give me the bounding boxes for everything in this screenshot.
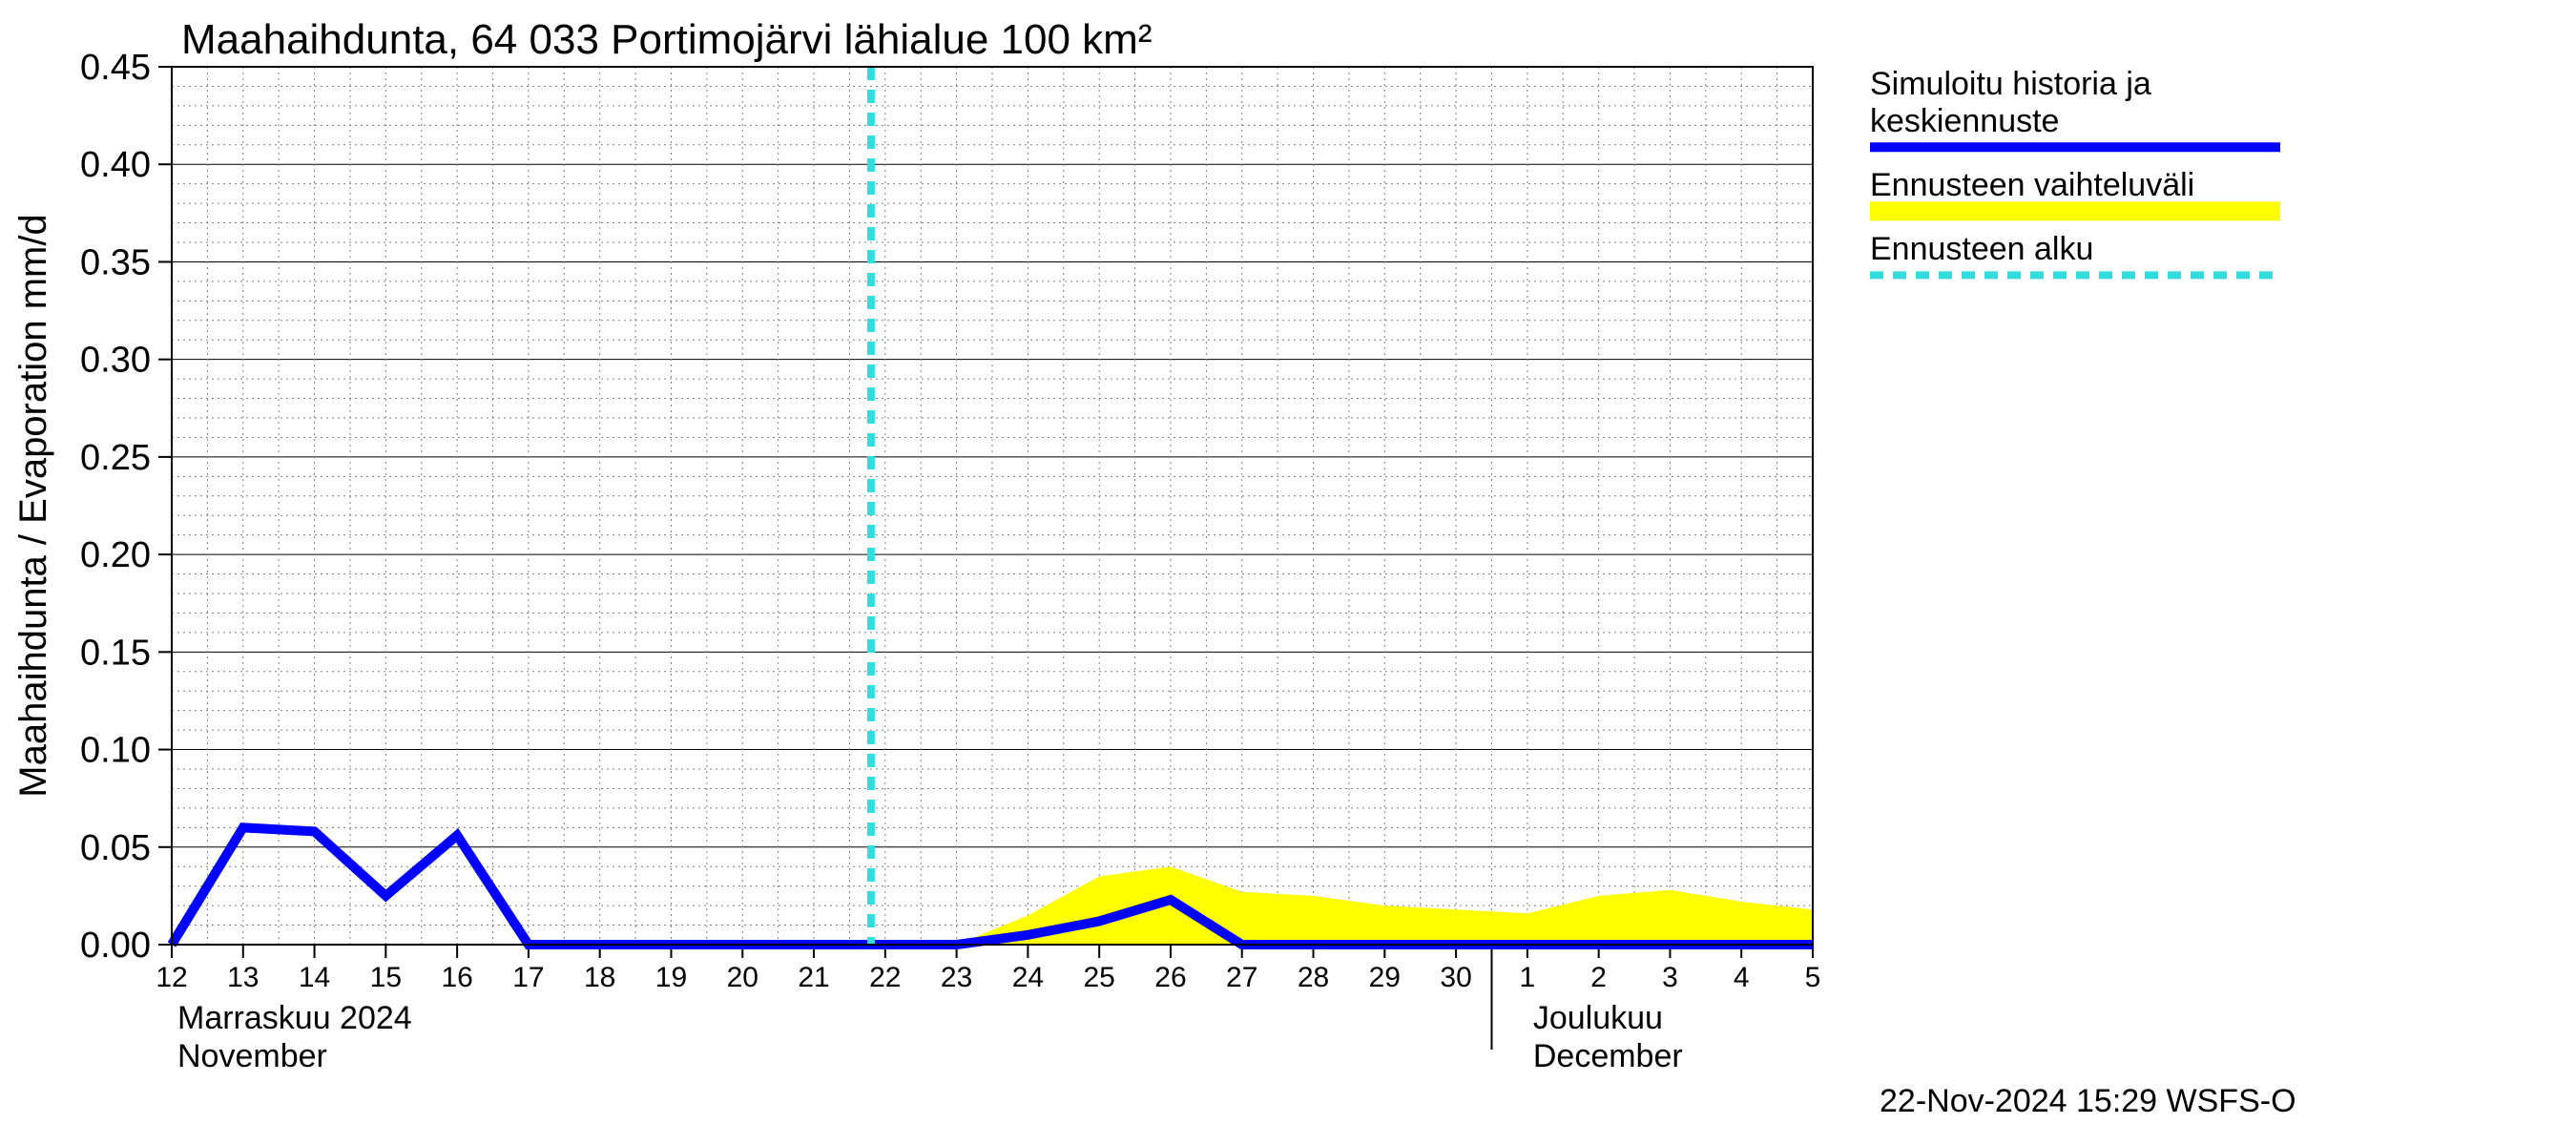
x-tick-label: 2 xyxy=(1590,962,1607,993)
y-tick-label: 0.45 xyxy=(80,48,151,88)
chart-svg: 0.00 0.05 0.10 0.15 0.20 0.25 0.30 0.35 0.40 0.45… xyxy=(0,0,2576,1145)
month-label-fi: Joulukuu xyxy=(1533,1000,1663,1036)
y-tick-label: 0.30 xyxy=(80,341,151,381)
x-tick-label: 4 xyxy=(1734,962,1750,993)
evaporation-chart: 0.00 0.05 0.10 0.15 0.20 0.25 0.30 0.35 0.40 0.45… xyxy=(0,0,2576,1145)
x-tick-label: 25 xyxy=(1083,962,1114,993)
x-tick-label: 16 xyxy=(441,962,472,993)
legend-label: keskiennuste xyxy=(1870,103,2059,139)
y-tick-label: 0.20 xyxy=(80,535,151,575)
y-tick-label: 0.10 xyxy=(80,731,151,771)
x-tick-label: 28 xyxy=(1298,962,1329,993)
legend-label: Ennusteen alku xyxy=(1870,231,2093,267)
chart-title: Maahaihdunta, 64 033 Portimojärvi lähial… xyxy=(181,16,1152,63)
x-tick-label: 23 xyxy=(941,962,972,993)
x-tick-label: 18 xyxy=(584,962,615,993)
y-tick-label: 0.35 xyxy=(80,242,151,282)
x-tick-label: 26 xyxy=(1154,962,1186,993)
month-label-en: December xyxy=(1533,1038,1683,1074)
y-tick-label: 0.25 xyxy=(80,438,151,478)
x-tick-label: 3 xyxy=(1662,962,1678,993)
x-tick-label: 29 xyxy=(1369,962,1401,993)
x-tick-label: 1 xyxy=(1520,962,1536,993)
x-tick-label: 24 xyxy=(1012,962,1044,993)
x-tick-label: 15 xyxy=(370,962,402,993)
x-tick-label: 14 xyxy=(299,962,330,993)
y-tick-label: 0.00 xyxy=(80,926,151,966)
x-tick-label: 27 xyxy=(1226,962,1257,993)
month-label-en: November xyxy=(177,1038,327,1074)
x-tick-label: 5 xyxy=(1805,962,1821,993)
y-axis-label: Maahaihdunta / Evaporation mm/d xyxy=(12,214,54,797)
x-tick-label: 22 xyxy=(869,962,901,993)
x-tick-label: 21 xyxy=(798,962,829,993)
month-label-fi: Marraskuu 2024 xyxy=(177,1000,412,1036)
legend-swatch xyxy=(1870,201,2280,220)
y-tick-label: 0.15 xyxy=(80,633,151,673)
y-tick-label: 0.40 xyxy=(80,145,151,185)
legend-label: Ennusteen vaihteluväli xyxy=(1870,167,2194,203)
x-tick-label: 17 xyxy=(512,962,544,993)
x-tick-label: 30 xyxy=(1440,962,1471,993)
x-tick-label: 19 xyxy=(655,962,687,993)
legend-label: Simuloitu historia ja xyxy=(1870,66,2151,102)
x-tick-label: 20 xyxy=(727,962,758,993)
x-tick-label: 13 xyxy=(227,962,259,993)
footer-timestamp: 22-Nov-2024 15:29 WSFS-O xyxy=(1880,1083,2296,1119)
y-tick-label: 0.05 xyxy=(80,828,151,868)
x-tick-label: 12 xyxy=(156,962,187,993)
